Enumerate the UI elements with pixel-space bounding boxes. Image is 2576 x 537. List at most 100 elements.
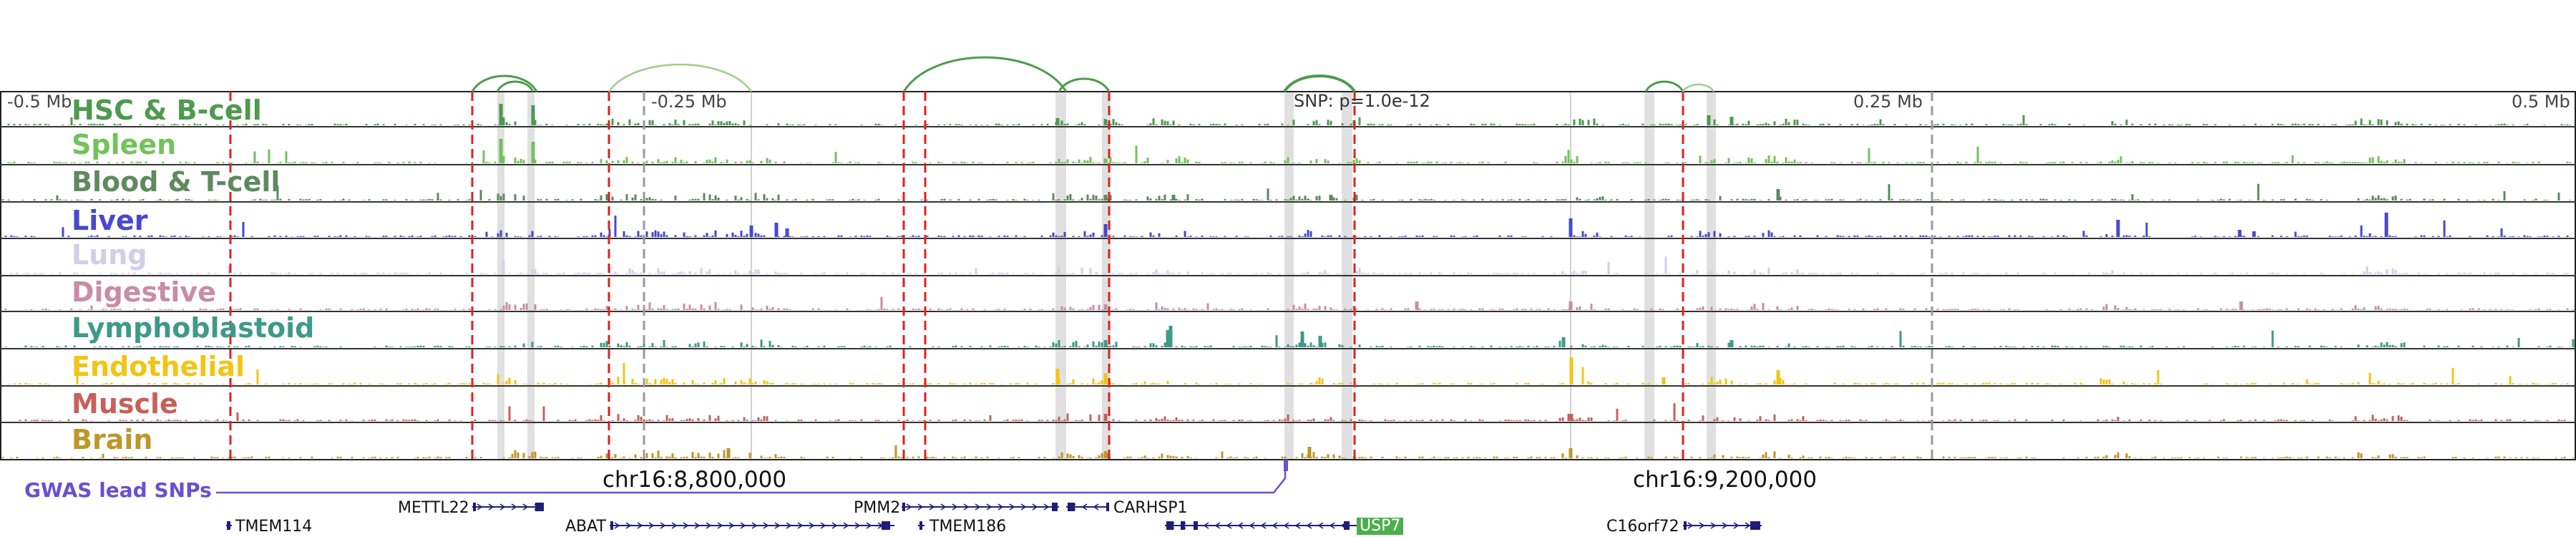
gene-exon <box>882 521 890 530</box>
strand-arrow <box>1722 522 1728 529</box>
signal-track <box>1 183 2572 200</box>
gene-exon <box>1684 521 1687 530</box>
gene-exon <box>1068 503 1075 511</box>
gene-label[interactable]: ABAT <box>565 518 606 536</box>
track-label: Blood & T-cell <box>72 166 280 198</box>
strand-arrow <box>1032 503 1038 511</box>
chromatin-loops <box>471 56 1715 93</box>
ld-block-lines <box>229 92 1933 460</box>
gene-model <box>610 521 894 530</box>
strand-arrow <box>1745 522 1751 529</box>
strand-arrow <box>1226 522 1232 529</box>
strand-arrow <box>511 503 517 511</box>
signal-track <box>7 363 2569 384</box>
signal-tracks <box>0 104 2575 458</box>
gene-exon <box>1194 521 1198 530</box>
track-frames <box>0 91 2576 460</box>
chromatin-loop <box>608 63 753 92</box>
axis-tick-label: 0.25 Mb <box>1853 92 1923 112</box>
strand-arrow <box>1283 522 1289 529</box>
strand-arrow <box>694 522 701 529</box>
strand-arrow <box>648 522 655 529</box>
gene-label[interactable]: PMM2 <box>854 499 901 517</box>
strand-arrow <box>1009 503 1015 511</box>
strand-arrow <box>751 522 758 529</box>
strand-arrow <box>1214 522 1221 529</box>
chromatin-loop <box>471 74 538 92</box>
signal-track <box>7 115 2572 125</box>
strand-arrow <box>831 522 838 529</box>
snp-pvalue-label: SNP: p=1.0e-12 <box>1294 91 1430 111</box>
axis-tick-label: -0.5 Mb <box>7 92 72 112</box>
gene-label[interactable]: C16orf72 <box>1606 518 1679 536</box>
chromatin-loop <box>496 80 535 92</box>
gene-exon <box>902 503 905 511</box>
strand-arrow <box>1733 522 1740 529</box>
strand-arrow <box>1306 522 1312 529</box>
signal-track <box>10 256 2569 274</box>
gene-exon <box>473 503 476 511</box>
gene-model <box>1683 521 1762 530</box>
gene-exon <box>1750 521 1760 530</box>
strand-arrow <box>986 503 992 511</box>
gene-exon <box>227 521 230 530</box>
gwas-track-label: GWAS lead SNPs <box>24 478 212 502</box>
coordinate-label: chr16:8,800,000 <box>602 467 787 493</box>
strand-arrow <box>1272 522 1278 529</box>
strand-arrow <box>706 522 712 529</box>
strand-arrow <box>786 522 792 529</box>
gene-exon <box>919 521 922 530</box>
strand-arrow <box>671 522 678 529</box>
gene-label[interactable]: METTL22 <box>398 499 469 517</box>
strand-arrow <box>728 522 735 529</box>
strand-arrow <box>952 503 958 511</box>
strand-arrow <box>614 522 620 529</box>
signal-track <box>0 145 2572 163</box>
track-label: HSC & B-cell <box>72 95 262 126</box>
signal-track <box>0 445 2575 458</box>
strand-arrow <box>1687 522 1694 529</box>
strand-arrow <box>1093 503 1099 511</box>
strand-arrow <box>997 503 1004 511</box>
gene-exon <box>610 521 613 530</box>
gene-exon <box>535 503 544 511</box>
gene-model <box>1165 521 1357 530</box>
chromatin-loop <box>1058 77 1111 92</box>
track-label: Liver <box>72 205 148 236</box>
strand-arrow <box>906 503 912 511</box>
signal-track <box>0 216 2569 237</box>
gene-label[interactable]: CARHSP1 <box>1113 499 1188 517</box>
strand-arrow <box>660 522 666 529</box>
chromatin-loop <box>902 56 1068 92</box>
gene-label[interactable]: TMEM186 <box>930 518 1007 536</box>
strand-arrow <box>1020 503 1027 511</box>
strand-arrow <box>1699 522 1705 529</box>
gene-label-highlighted[interactable]: USP7 <box>1357 518 1404 535</box>
strand-arrow <box>625 522 632 529</box>
gwas-track <box>216 460 1288 494</box>
axis-tick-label: 0.5 Mb <box>2512 92 2570 112</box>
strand-arrow <box>637 522 643 529</box>
strand-arrow <box>797 522 804 529</box>
strand-arrow <box>809 522 815 529</box>
strand-arrow <box>488 503 494 511</box>
strand-arrow <box>929 503 935 511</box>
gene-exon <box>1106 503 1109 511</box>
gene-exon <box>1052 503 1058 511</box>
gene-exon <box>1166 521 1174 530</box>
strand-arrow <box>1203 522 1209 529</box>
strand-arrow <box>820 522 826 529</box>
strand-arrow <box>975 503 981 511</box>
chromatin-loop <box>1682 83 1715 92</box>
strand-arrow <box>1237 522 1244 529</box>
gene-models <box>226 503 1762 530</box>
gene-model <box>472 503 544 511</box>
strand-arrow <box>477 503 483 511</box>
gene-model <box>902 503 1059 511</box>
strand-arrow <box>1329 522 1335 529</box>
signal-track <box>0 403 2566 421</box>
gwas-snp-marker <box>1284 460 1288 471</box>
strand-arrow <box>774 522 781 529</box>
gene-label[interactable]: TMEM114 <box>235 518 313 536</box>
gene-exon <box>1344 521 1350 530</box>
